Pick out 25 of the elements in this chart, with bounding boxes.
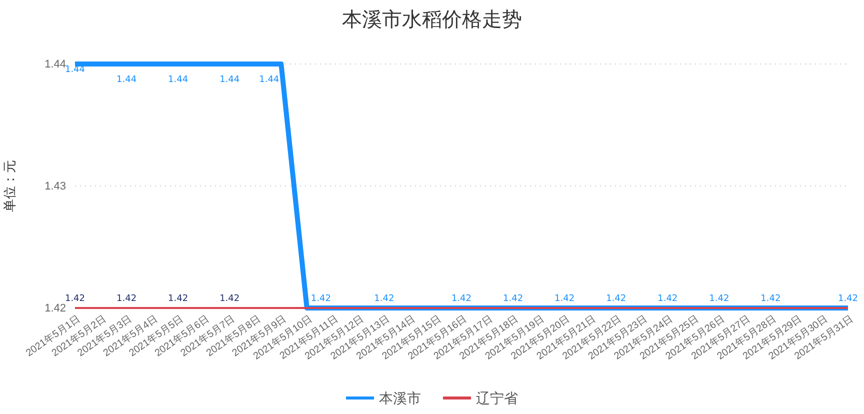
data-label: 1.42 xyxy=(658,294,678,304)
data-label: 1.44 xyxy=(116,75,137,85)
legend-label: 本溪市 xyxy=(379,391,421,407)
data-label: 1.42 xyxy=(374,294,394,304)
data-label: 1.44 xyxy=(220,75,240,85)
y-axis-title: 单位：元 xyxy=(3,160,18,212)
data-label: 1.42 xyxy=(310,294,331,304)
y-tick-label: 1.43 xyxy=(44,180,66,193)
data-label: 1.42 xyxy=(838,294,858,304)
data-label: 1.42 xyxy=(168,294,188,304)
y-tick-label: 1.42 xyxy=(44,302,66,315)
data-label: 1.42 xyxy=(220,294,240,304)
data-label: 1.42 xyxy=(709,294,730,304)
data-label: 1.42 xyxy=(503,294,524,304)
chart-title: 本溪市水稻价格走势 xyxy=(342,7,522,31)
legend-label: 辽宁省 xyxy=(476,391,518,407)
data-label: 1.42 xyxy=(760,294,781,304)
data-label: 1.44 xyxy=(259,75,280,85)
y-tick-label: 1.44 xyxy=(44,58,66,71)
data-label: 1.44 xyxy=(168,75,188,85)
data-label: 1.42 xyxy=(116,294,137,304)
data-label: 1.42 xyxy=(64,294,86,304)
data-label: 1.42 xyxy=(554,294,575,304)
data-label: 1.42 xyxy=(451,294,472,304)
data-label: 1.42 xyxy=(606,294,626,304)
